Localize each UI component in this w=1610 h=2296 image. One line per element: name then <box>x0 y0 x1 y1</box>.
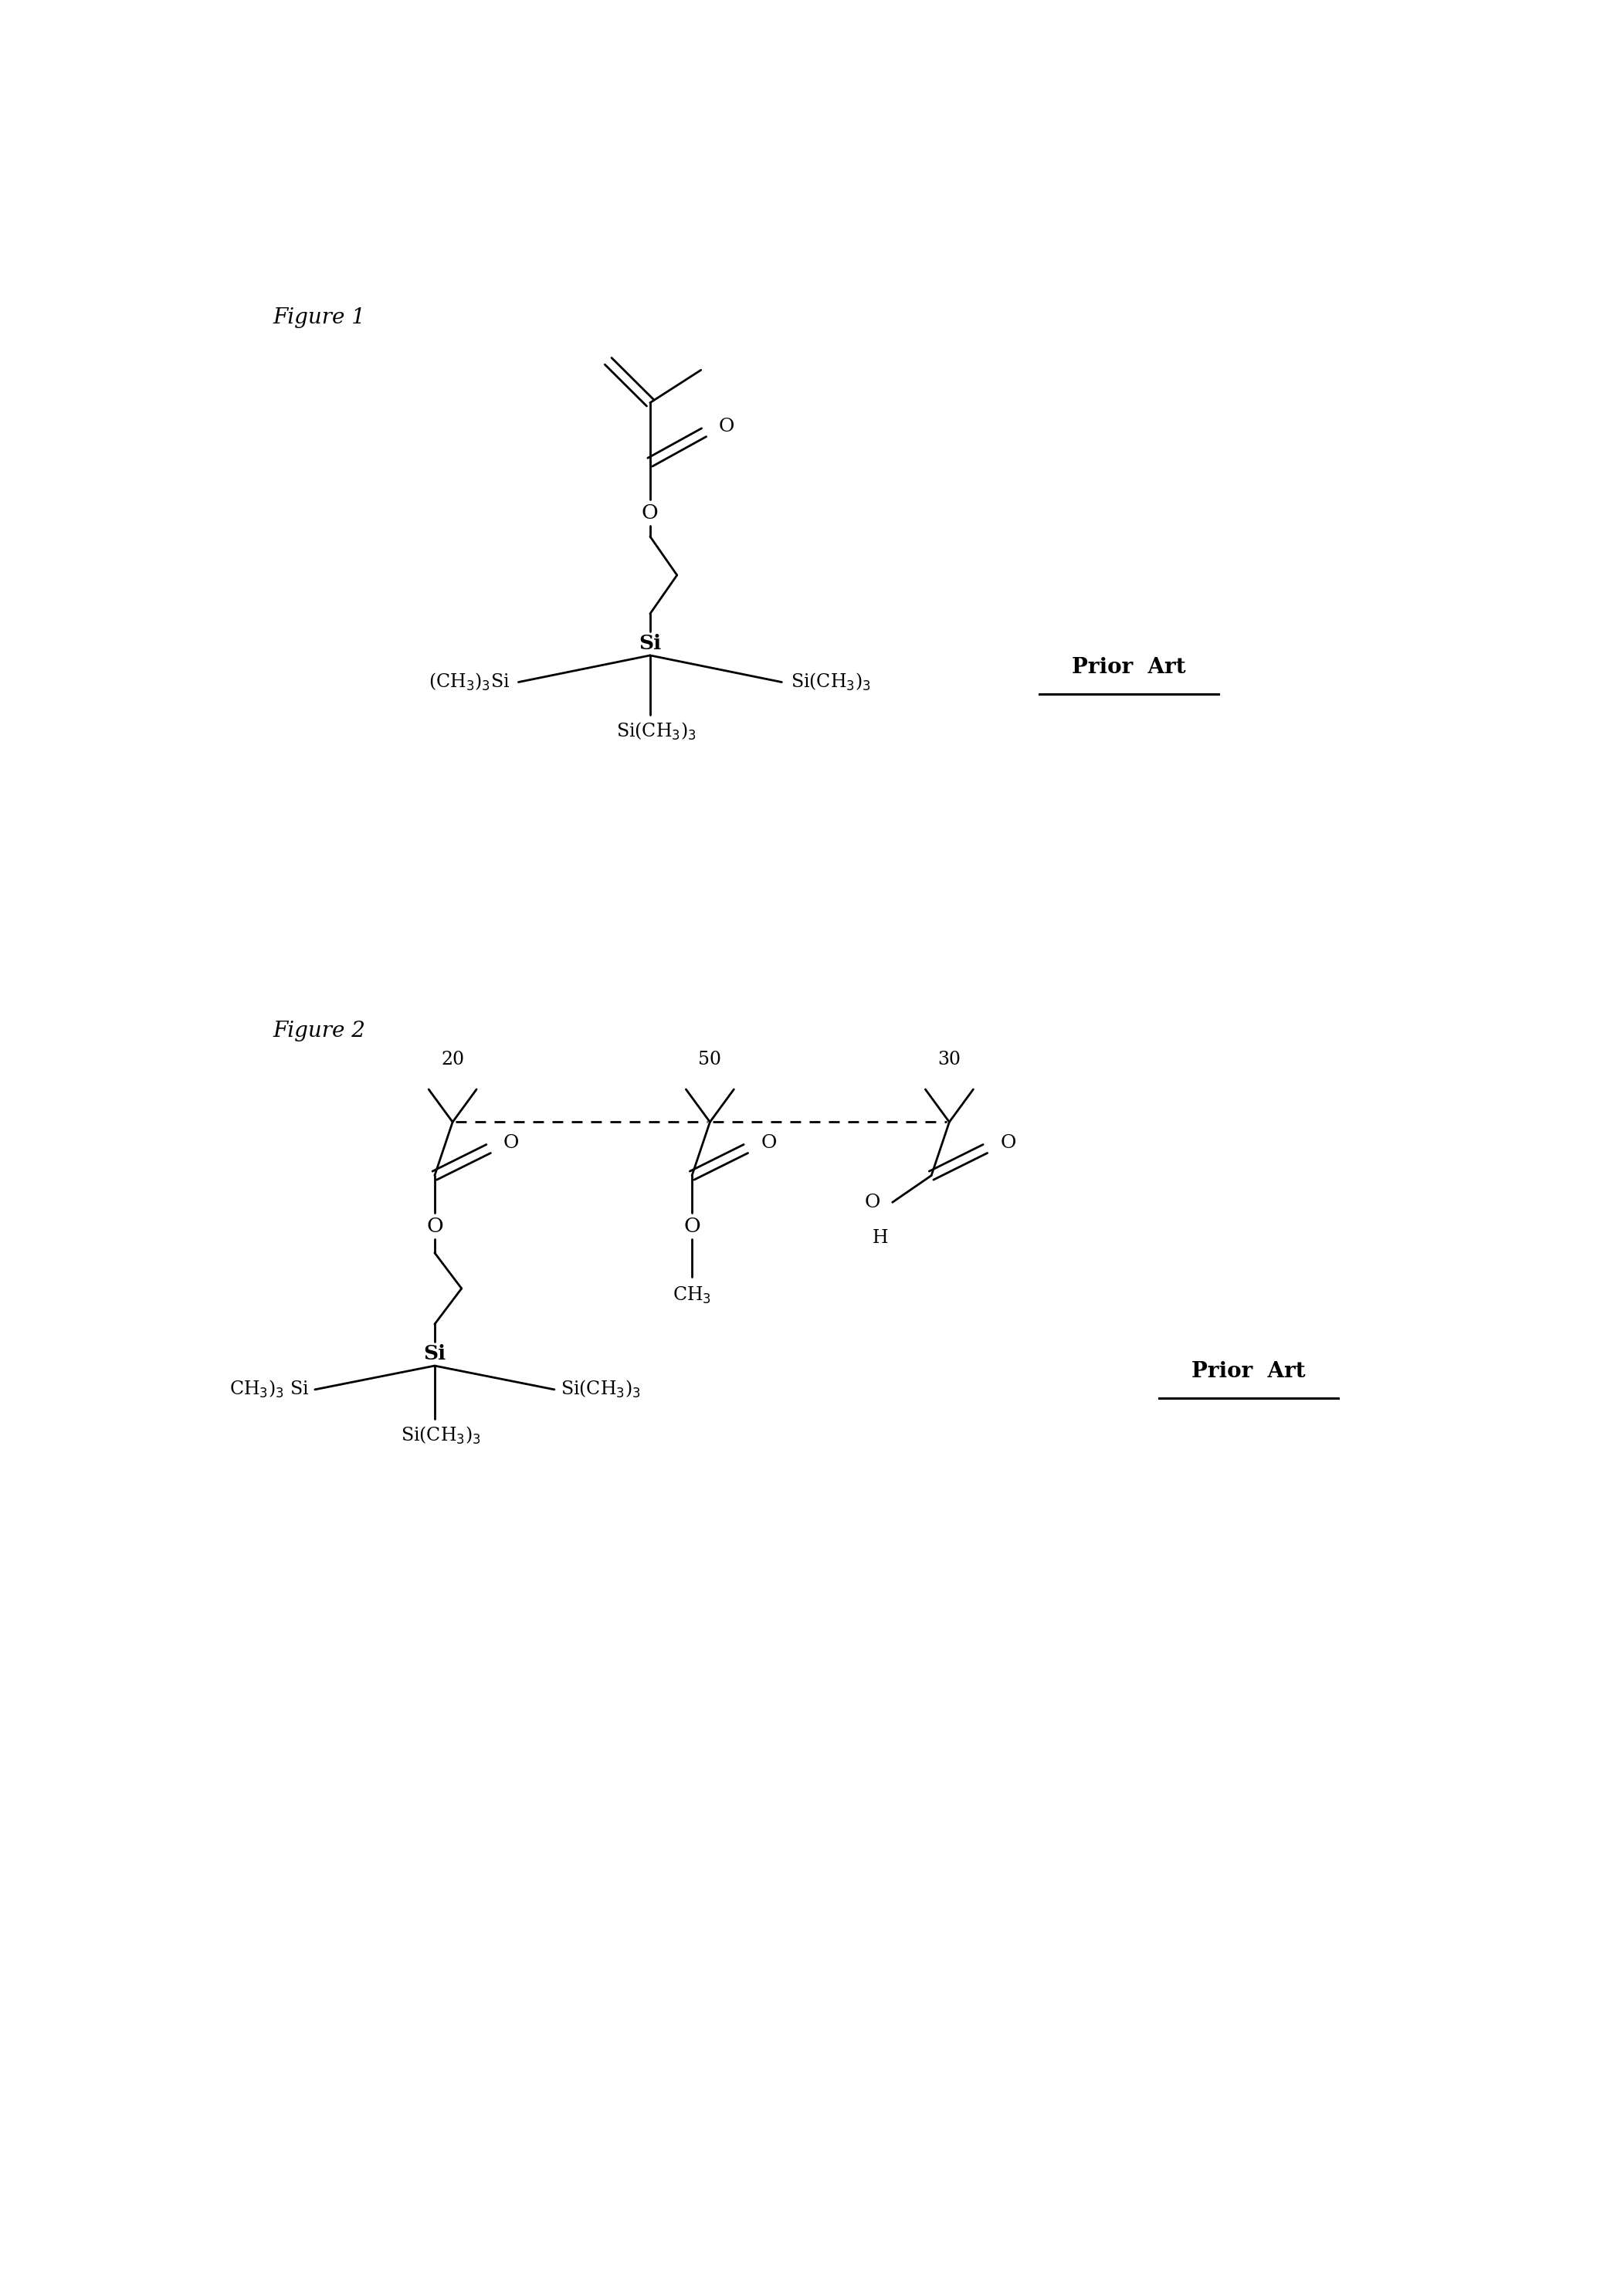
Text: Figure 2: Figure 2 <box>274 1022 365 1042</box>
Text: Prior  Art: Prior Art <box>1072 657 1187 677</box>
Text: Prior  Art: Prior Art <box>1191 1362 1306 1382</box>
Text: O: O <box>1000 1134 1016 1153</box>
Text: CH$_3$: CH$_3$ <box>673 1286 712 1306</box>
Text: Si(CH$_3$)$_3$: Si(CH$_3$)$_3$ <box>560 1380 641 1401</box>
Text: O: O <box>427 1217 443 1235</box>
Text: O: O <box>504 1134 518 1153</box>
Text: CH$_3$)$_3$ Si: CH$_3$)$_3$ Si <box>229 1380 309 1401</box>
Text: H: H <box>873 1228 889 1247</box>
Text: Si(CH$_3$)$_3$: Si(CH$_3$)$_3$ <box>791 673 871 693</box>
Text: O: O <box>642 503 658 523</box>
Text: O: O <box>762 1134 776 1153</box>
Text: Si: Si <box>639 634 662 652</box>
Text: 30: 30 <box>937 1052 961 1068</box>
Text: O: O <box>865 1194 881 1212</box>
Text: Figure 1: Figure 1 <box>274 308 365 328</box>
Text: O: O <box>684 1217 700 1235</box>
Text: O: O <box>720 418 734 436</box>
Text: Si: Si <box>423 1343 446 1364</box>
Text: Si(CH$_3$)$_3$: Si(CH$_3$)$_3$ <box>617 721 696 742</box>
Text: 50: 50 <box>699 1052 721 1068</box>
Text: Si(CH$_3$)$_3$: Si(CH$_3$)$_3$ <box>401 1426 481 1446</box>
Text: 20: 20 <box>441 1052 464 1068</box>
Text: (CH$_3$)$_3$Si: (CH$_3$)$_3$Si <box>428 673 509 693</box>
